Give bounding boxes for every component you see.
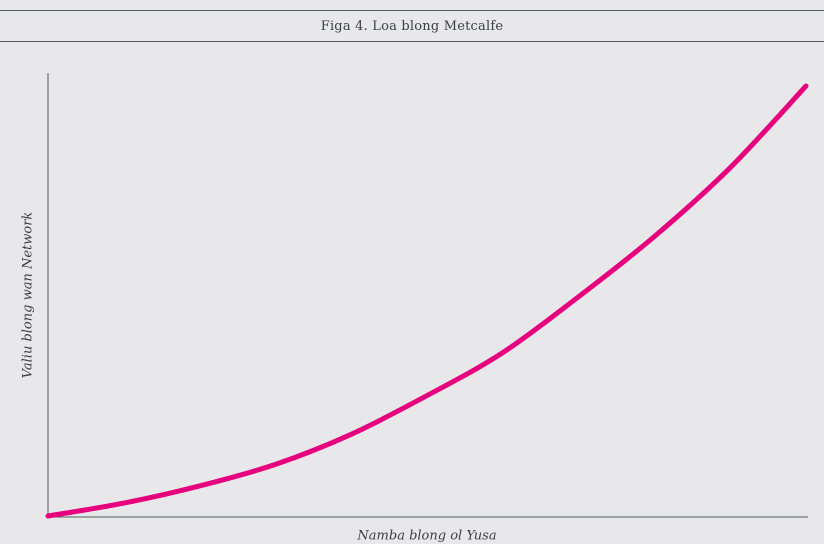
x-axis-label: Namba blong ol Yusa — [357, 528, 497, 544]
series-line-0 — [45, 83, 809, 519]
chart-title-bar: Figa 4. Loa blong Metcalfe — [0, 10, 824, 42]
chart-title: Figa 4. Loa blong Metcalfe — [320, 18, 504, 34]
series-layer — [45, 83, 809, 519]
y-axis-label: Valiu blong wan Network — [20, 211, 36, 379]
